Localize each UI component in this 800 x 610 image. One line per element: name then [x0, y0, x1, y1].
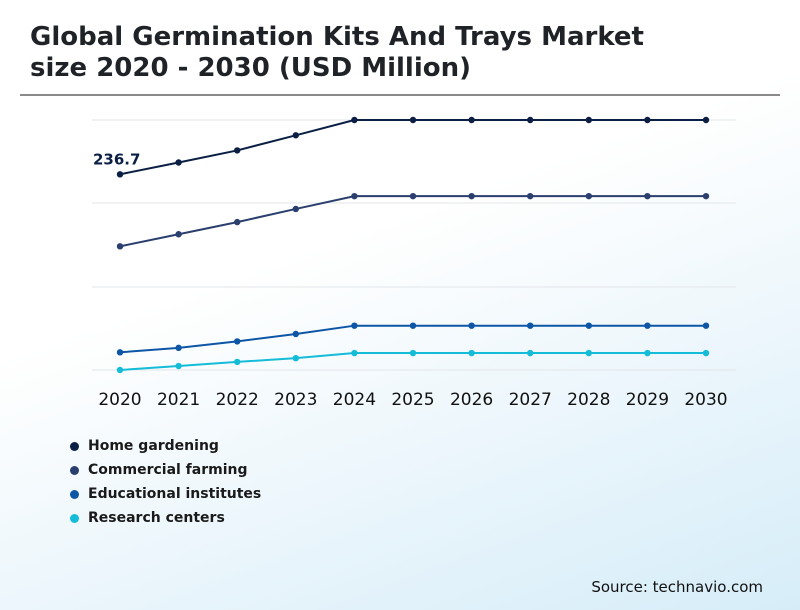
data-point [116, 349, 124, 356]
data-point [527, 349, 534, 357]
data-point [527, 322, 534, 329]
data-point [292, 132, 299, 139]
x-tick-label: 2025 [391, 390, 434, 410]
data-point [702, 116, 710, 124]
data-point [292, 354, 299, 362]
data-point [351, 322, 358, 329]
data-point [116, 366, 124, 374]
chart-title-line-2: size 2020 - 2030 (USD Million) [30, 53, 472, 83]
data-point [351, 116, 358, 124]
data-point [175, 362, 182, 370]
data-point [351, 349, 358, 357]
legend-marker [70, 513, 79, 523]
series-line [119, 119, 706, 176]
data-point [234, 358, 241, 366]
legend-item: Home gardening [70, 434, 261, 458]
data-point [116, 243, 124, 250]
legend-marker [70, 489, 79, 499]
data-point [468, 116, 475, 124]
x-tick-label: 2022 [216, 390, 259, 410]
data-point [644, 192, 651, 200]
data-point [116, 171, 124, 178]
data-point [527, 192, 534, 200]
data-point [644, 322, 651, 329]
data-point [468, 349, 475, 357]
data-point [409, 116, 417, 124]
title-divider [20, 94, 780, 96]
data-point [644, 116, 651, 124]
data-point [702, 322, 710, 329]
x-tick-label: 2026 [450, 390, 493, 410]
x-tick-label: 2028 [567, 390, 610, 410]
series-line [119, 324, 706, 354]
legend-item: Educational institutes [70, 482, 261, 506]
legend-label: Home gardening [88, 438, 219, 454]
legend-label: Commercial farming [88, 462, 248, 478]
data-point [175, 159, 182, 166]
x-tick-label: 2030 [684, 390, 727, 410]
series-line [119, 195, 706, 248]
x-tick-label: 2023 [274, 390, 317, 410]
data-point [175, 344, 182, 352]
data-point [234, 338, 241, 345]
data-point [351, 192, 358, 200]
legend-marker [70, 465, 79, 475]
data-point [468, 192, 475, 200]
data-point [585, 322, 592, 329]
data-point [409, 349, 417, 357]
data-point [175, 231, 182, 238]
legend-label: Educational institutes [88, 486, 262, 502]
legend-label: Research centers [88, 510, 225, 526]
legend-item: Research centers [70, 506, 261, 530]
data-point [234, 147, 241, 154]
data-point [292, 330, 299, 338]
data-point [409, 192, 417, 200]
chart-legend: Home gardening Commercial farming Educatio… [70, 434, 261, 530]
data-point [234, 218, 241, 226]
x-tick-label: 2020 [98, 390, 141, 410]
data-point [409, 322, 417, 329]
x-tick-label: 2024 [333, 390, 376, 410]
legend-marker [70, 441, 79, 451]
x-tick-label: 2029 [626, 390, 669, 410]
data-point [468, 322, 475, 329]
data-point [585, 116, 592, 124]
data-point [585, 349, 592, 357]
data-point [292, 205, 299, 213]
data-point [644, 349, 651, 357]
x-tick-label: 2021 [157, 390, 200, 410]
line-chart: 236.7 2020 2021 2022 2023 2024 2025 2026 2027 202… [92, 116, 736, 410]
data-point [702, 192, 710, 200]
data-point [527, 116, 534, 124]
data-point [702, 349, 710, 357]
legend-item: Commercial farming [70, 458, 261, 482]
source-credit: Source: technavio.com [591, 578, 763, 596]
data-label: 236.7 [93, 150, 140, 168]
data-point [585, 192, 592, 200]
x-tick-label: 2027 [509, 390, 552, 410]
chart-title: Global Germination Kits And Trays Market… [30, 22, 770, 84]
chart-title-line-1: Global Germination Kits And Trays Market [30, 22, 644, 52]
